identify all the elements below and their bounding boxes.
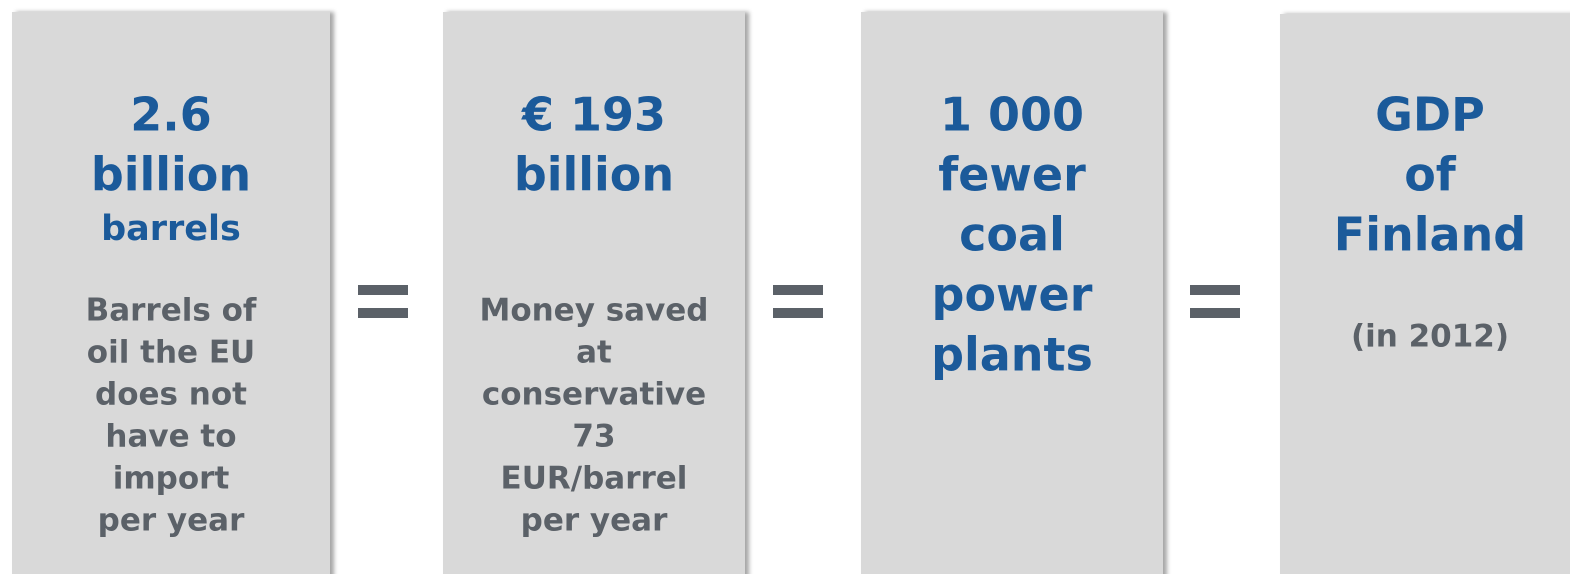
equals-bar xyxy=(358,308,408,318)
description: conservative xyxy=(482,377,706,413)
headline: € 193 xyxy=(521,88,666,142)
headline: billion xyxy=(91,148,251,202)
headline: fewer xyxy=(938,148,1086,202)
headline: power xyxy=(932,268,1093,322)
headline: billion xyxy=(514,148,674,202)
headline: coal xyxy=(959,208,1065,262)
description: per year xyxy=(521,503,668,539)
headline: 1 000 xyxy=(940,88,1084,142)
headline: 2.6 xyxy=(130,88,212,142)
equals-signs xyxy=(358,285,1240,318)
box xyxy=(861,12,1163,574)
description: import xyxy=(113,461,230,497)
equals-bar xyxy=(358,285,408,295)
description: EUR/barrel xyxy=(501,461,688,497)
equals-bar xyxy=(773,285,823,295)
headline: Finland xyxy=(1334,208,1526,262)
description: Barrels of xyxy=(86,293,257,329)
subheadline: barrels xyxy=(101,209,241,249)
box xyxy=(1280,14,1570,574)
description: does not xyxy=(95,377,247,413)
equals-bar xyxy=(773,308,823,318)
description: per year xyxy=(98,503,245,539)
headline: of xyxy=(1404,148,1457,202)
description: (in 2012) xyxy=(1351,319,1509,355)
headline: plants xyxy=(931,328,1093,382)
description: Money saved xyxy=(479,293,708,329)
description: have to xyxy=(105,419,236,455)
headline: GDP xyxy=(1375,88,1485,142)
description: 73 xyxy=(572,419,615,455)
equals-bar xyxy=(1190,308,1240,318)
description: at xyxy=(576,335,612,371)
box xyxy=(12,12,330,574)
equals-bar xyxy=(1190,285,1240,295)
box xyxy=(443,12,745,574)
description: oil the EU xyxy=(87,335,255,371)
